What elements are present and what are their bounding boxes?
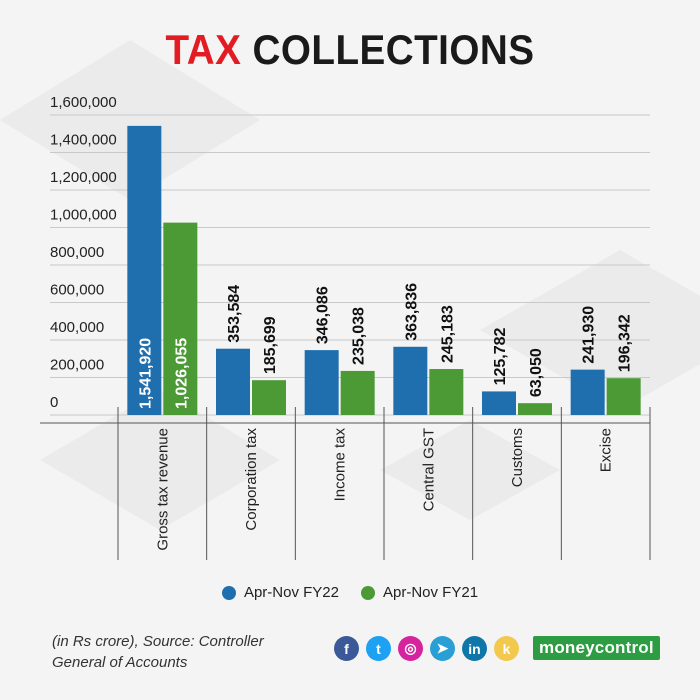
data-label: 185,699 (262, 316, 279, 374)
bar-fy21 (518, 403, 552, 415)
moneycontrol-logo: moneycontrol (533, 636, 660, 660)
y-tick-label: 1,600,000 (50, 94, 117, 111)
y-tick-label: 1,200,000 (50, 169, 117, 186)
legend-swatch-fy22 (221, 585, 236, 600)
bar-fy22 (216, 348, 250, 415)
data-label: 196,342 (617, 314, 634, 372)
data-label: 346,086 (315, 286, 332, 344)
y-tick-label: 0 (50, 394, 58, 411)
data-label: 1,026,055 (173, 338, 190, 409)
koo-icon[interactable]: k (494, 636, 519, 661)
instagram-icon[interactable]: ◎ (398, 636, 423, 661)
source-note: (in Rs crore), Source: Controller Genera… (52, 633, 264, 671)
title-accent: TAX (165, 26, 242, 73)
y-tick-label: 1,000,000 (50, 207, 117, 224)
legend-label-fy21: Apr-Nov FY21 (383, 584, 479, 601)
legend-label-fy22: Apr-Nov FY22 (243, 584, 339, 601)
y-tick-label: 800,000 (50, 244, 104, 261)
brand-control: control (594, 638, 654, 657)
twitter-icon[interactable]: t (366, 636, 391, 661)
legend: Apr-Nov FY22 Apr-Nov FY21 (0, 584, 700, 601)
chart-title: TAX COLLECTIONS (28, 26, 672, 74)
bar-fy21 (606, 378, 641, 415)
bar-fy22 (570, 369, 605, 415)
data-label: 363,836 (403, 283, 420, 341)
data-label: 353,584 (226, 285, 243, 343)
bar-fy21 (252, 380, 286, 415)
y-tick-label: 600,000 (50, 282, 104, 299)
category-label: Income tax (332, 428, 349, 502)
data-label: 245,183 (439, 305, 456, 363)
bar-fy22 (393, 346, 428, 415)
category-label: Corporation tax (243, 428, 260, 531)
title-rest: COLLECTIONS (241, 26, 535, 73)
data-label: 235,038 (351, 307, 368, 365)
category-label: Gross tax revenue (154, 428, 171, 551)
bar-fy21 (340, 370, 375, 415)
bar-fy22 (127, 125, 162, 415)
category-label: Central GST (420, 428, 437, 511)
data-label: 63,050 (528, 348, 545, 397)
bar-fy22 (304, 350, 339, 415)
legend-item-fy22: Apr-Nov FY22 (221, 584, 339, 601)
data-label: 125,782 (492, 327, 509, 385)
social-icons: f t ◎ ➤ in k (334, 636, 519, 661)
bar-fy21 (163, 222, 198, 415)
telegram-icon[interactable]: ➤ (430, 636, 455, 661)
legend-swatch-fy21 (361, 585, 375, 600)
y-tick-label: 1,400,000 (50, 132, 117, 149)
bar-fy22 (482, 391, 516, 415)
category-label: Customs (509, 428, 526, 487)
y-tick-label: 400,000 (50, 319, 104, 336)
linkedin-icon[interactable]: in (462, 636, 487, 661)
facebook-icon[interactable]: f (334, 636, 359, 661)
bar-chart: 0 200,000 400,000 600,000 800,000 1,000,000 1,… (40, 94, 651, 560)
brand-money: money (539, 638, 595, 657)
bar-fy21 (429, 369, 464, 415)
legend-item-fy21: Apr-Nov FY21 (361, 584, 478, 601)
data-label: 1,541,920 (137, 338, 154, 409)
category-label: Excise (598, 428, 615, 472)
data-label: 241,930 (581, 306, 598, 364)
y-tick-label: 200,000 (50, 357, 104, 374)
